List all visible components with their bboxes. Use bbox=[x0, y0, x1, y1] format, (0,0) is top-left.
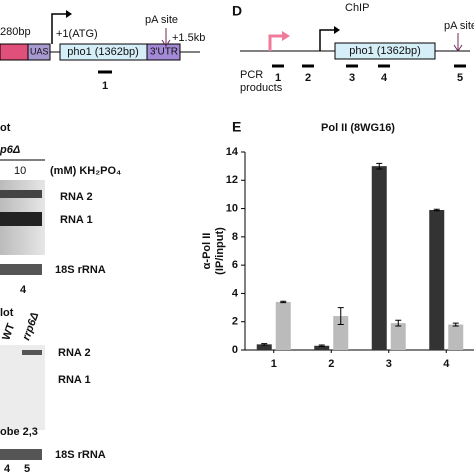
label: 18S rRNA bbox=[55, 449, 106, 461]
x-tick-label: 1 bbox=[271, 358, 277, 370]
label: 4 bbox=[381, 72, 388, 84]
label: products bbox=[240, 82, 283, 94]
pcr-products: 1 2 3 4 5 bbox=[272, 64, 466, 84]
label: pho1 (1362bp) bbox=[67, 46, 139, 58]
error-bar bbox=[280, 300, 287, 304]
title: ot bbox=[0, 122, 11, 134]
x-tick-label: 3 bbox=[386, 358, 392, 370]
label: rrp6Δ bbox=[20, 311, 41, 342]
y-tick-label: 8 bbox=[232, 231, 238, 243]
bar bbox=[448, 324, 464, 350]
northern-blot: lot WT rrp6Δ RNA 2 RNA 1 obe 2,3 18S rRN… bbox=[0, 307, 106, 474]
label: 10 bbox=[14, 165, 26, 177]
northern-blot: ot p6Δ 10 (mM) KH₂PO₄ RNA 2 RNA 1 18S rR… bbox=[0, 122, 121, 296]
x-tick-label: 2 bbox=[328, 358, 334, 370]
label: (mM) KH₂PO₄ bbox=[50, 165, 121, 177]
bar bbox=[314, 345, 330, 350]
label: 3'UTR bbox=[150, 47, 178, 58]
bar bbox=[256, 344, 272, 350]
error-bar bbox=[318, 344, 325, 347]
bar-chart: E Pol II (8WG16) α-Pol II (IP/input) 0 2 4… bbox=[201, 119, 474, 370]
label: RNA 1 bbox=[58, 374, 91, 386]
error-bar bbox=[452, 322, 459, 327]
x-tick-label: 4 bbox=[443, 358, 450, 370]
label: 1 bbox=[102, 80, 108, 92]
label: RNA 2 bbox=[58, 347, 91, 359]
chart-title: Pol II (8WG16) bbox=[321, 122, 395, 134]
y-tick-label: 4 bbox=[232, 287, 239, 299]
y-tick-label: 10 bbox=[226, 202, 238, 214]
label: 18S rRNA bbox=[55, 264, 106, 276]
bar bbox=[390, 323, 406, 350]
y-tick-label: 0 bbox=[232, 344, 238, 356]
label: 1 bbox=[275, 72, 281, 84]
label: 5 bbox=[457, 72, 463, 84]
label: 3 bbox=[349, 72, 355, 84]
label: 5 bbox=[24, 463, 30, 474]
label: 4 bbox=[4, 463, 11, 474]
title: lot bbox=[0, 307, 14, 319]
bar bbox=[429, 209, 445, 350]
panel-letter: E bbox=[232, 119, 241, 135]
error-bar bbox=[433, 208, 440, 212]
label: RNA 2 bbox=[60, 191, 93, 203]
error-bar bbox=[261, 343, 268, 346]
label: RNA 1 bbox=[60, 214, 93, 226]
label: 4 bbox=[20, 284, 27, 296]
bar bbox=[371, 166, 387, 350]
error-bar bbox=[395, 319, 402, 327]
panel-letter: D bbox=[232, 3, 242, 19]
label: 280bp bbox=[0, 26, 31, 38]
y-axis-label: (IP/input) bbox=[214, 227, 226, 275]
y-tick-label: 6 bbox=[232, 259, 238, 271]
label: PCR bbox=[240, 69, 263, 81]
label: pA site bbox=[145, 14, 178, 26]
label: 2 bbox=[305, 72, 311, 84]
y-tick-label: 2 bbox=[232, 316, 238, 328]
label: +1.5kb bbox=[172, 32, 205, 44]
label: +1(ATG) bbox=[56, 28, 98, 40]
bar bbox=[333, 316, 349, 350]
label: pA site bbox=[444, 20, 474, 32]
chip-diagram: D ChIP pho1 (1362bp) pA site PCR product… bbox=[232, 2, 474, 94]
gene-diagram: 280bp UAS +1(ATG) pho1 (1362bp) 3'UTR pA… bbox=[0, 10, 205, 92]
label: UAS bbox=[30, 46, 49, 56]
label: pho1 (1362bp) bbox=[349, 45, 421, 57]
y-tick-label: 12 bbox=[226, 174, 238, 186]
error-bar bbox=[337, 307, 344, 326]
error-bar bbox=[376, 162, 383, 170]
bar bbox=[275, 301, 291, 350]
title: ChIP bbox=[345, 2, 369, 14]
label: WT bbox=[0, 322, 17, 342]
y-tick-label: 14 bbox=[226, 146, 239, 158]
label: p6Δ bbox=[0, 144, 20, 156]
label: obe 2,3 bbox=[0, 426, 38, 438]
y-axis-label: α-Pol II bbox=[201, 233, 213, 270]
